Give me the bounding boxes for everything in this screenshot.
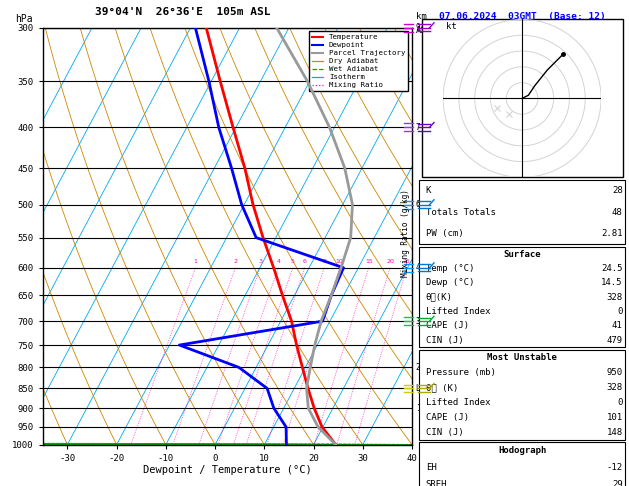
Text: 1: 1 [194,260,198,264]
Text: 9: 9 [416,23,420,32]
Text: 20: 20 [386,260,394,264]
Text: hPa: hPa [15,14,33,23]
Text: 1: 1 [416,404,420,413]
Bar [420,180,625,244]
Text: Lifted Index: Lifted Index [426,307,491,316]
Text: 28: 28 [612,186,623,195]
Text: 15: 15 [365,260,372,264]
X-axis label: Dewpoint / Temperature (°C): Dewpoint / Temperature (°C) [143,466,312,475]
Text: CIN (J): CIN (J) [426,428,464,437]
Text: θᴄ(K): θᴄ(K) [426,293,453,302]
Text: 5: 5 [291,260,294,264]
Text: 6: 6 [303,260,307,264]
Text: Mixing Ratio (g/kg): Mixing Ratio (g/kg) [401,190,410,277]
Bar [420,247,625,347]
Text: km: km [416,13,426,21]
Text: Lifted Index: Lifted Index [426,398,491,407]
Text: 14.5: 14.5 [601,278,623,287]
Text: 4.5: 4.5 [416,263,430,272]
Text: Hodograph: Hodograph [498,446,546,455]
Text: 148: 148 [606,428,623,437]
Text: 29: 29 [612,480,623,486]
Text: 2.81: 2.81 [601,229,623,238]
Text: K: K [426,186,431,195]
Text: 4: 4 [276,260,281,264]
Text: CAPE (J): CAPE (J) [426,321,469,330]
Text: SREH: SREH [426,480,447,486]
Text: CIN (J): CIN (J) [426,336,464,345]
Text: 0: 0 [617,307,623,316]
Text: θᴄ (K): θᴄ (K) [426,383,458,392]
Text: Surface: Surface [503,250,541,259]
Text: 48: 48 [612,208,623,217]
Text: 10: 10 [336,260,343,264]
Text: 07.06.2024  03GMT  (Base: 12): 07.06.2024 03GMT (Base: 12) [438,12,606,21]
Text: 2: 2 [233,260,237,264]
Bar [420,442,625,486]
Text: 39°04'N  26°36'E  105m ASL: 39°04'N 26°36'E 105m ASL [96,7,271,17]
Text: 24.5: 24.5 [601,264,623,273]
Text: 3: 3 [258,260,262,264]
Text: CAPE (J): CAPE (J) [426,413,469,422]
Text: EH: EH [426,463,437,472]
Text: 328: 328 [606,293,623,302]
Text: PW (cm): PW (cm) [426,229,464,238]
Text: 3: 3 [416,317,420,326]
Text: 6: 6 [416,200,420,209]
Bar [421,19,623,177]
Text: 479: 479 [606,336,623,345]
Text: 8: 8 [322,260,326,264]
Text: Pressure (mb): Pressure (mb) [426,368,496,377]
Text: 101: 101 [606,413,623,422]
Text: 2: 2 [416,363,420,372]
Text: 25: 25 [403,260,411,264]
Text: ASL: ASL [416,26,432,35]
Text: 7: 7 [416,123,420,132]
Text: Dewp (°C): Dewp (°C) [426,278,474,287]
Legend: Temperature, Dewpoint, Parcel Trajectory, Dry Adiabat, Wet Adiabat, Isotherm, Mi: Temperature, Dewpoint, Parcel Trajectory… [309,32,408,91]
Bar [420,350,625,440]
Text: 328: 328 [606,383,623,392]
Text: Most Unstable: Most Unstable [487,353,557,362]
Text: 950: 950 [606,368,623,377]
Text: LCL: LCL [416,384,430,393]
Text: -12: -12 [606,463,623,472]
Text: Totals Totals: Totals Totals [426,208,496,217]
Text: 41: 41 [612,321,623,330]
Text: 0: 0 [617,398,623,407]
Text: Temp (°C): Temp (°C) [426,264,474,273]
